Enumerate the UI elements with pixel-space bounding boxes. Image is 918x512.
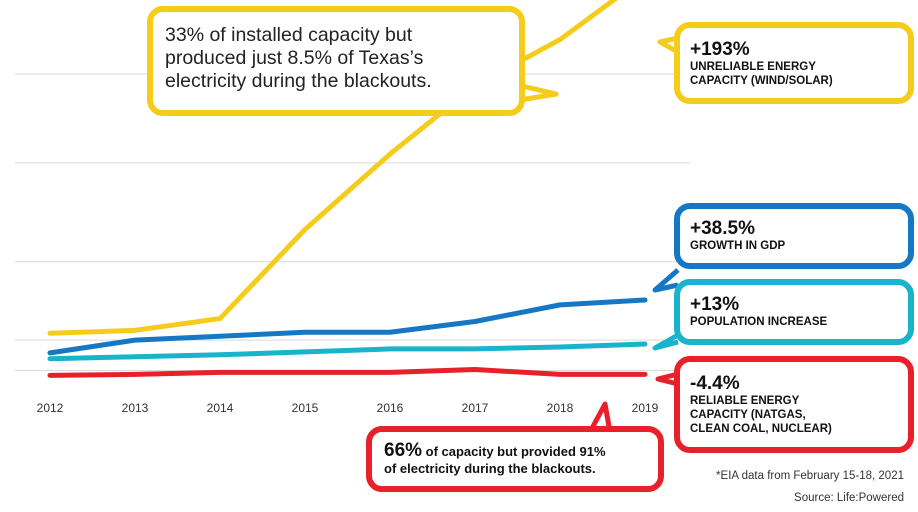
- wind-solar-callout-line1: 33% of installed capacity but: [165, 24, 413, 46]
- wind-solar-label-line1: UNRELIABLE ENERGY: [690, 61, 816, 73]
- wind-solar-callout-line2: produced just 8.5% of Texas’s: [165, 47, 424, 69]
- series-line-population: [47, 341, 648, 362]
- reliable-label-line2: CAPACITY (NATGAS,: [690, 409, 806, 421]
- population-label-line1: POPULATION INCREASE: [690, 316, 828, 328]
- x-tick-label: 2014: [207, 401, 234, 415]
- x-tick-label: 2019: [632, 401, 659, 415]
- x-tick-label: 2013: [122, 401, 149, 415]
- reliable-callout: 66% of capacity but provided 91% of elec…: [366, 426, 664, 492]
- wind-solar-label: +193% UNRELIABLE ENERGY CAPACITY (WIND/S…: [674, 22, 914, 104]
- footnote: *EIA data from February 15-18, 2021: [716, 470, 904, 482]
- reliable-callout-line1: of capacity but provided 91%: [422, 444, 606, 459]
- reliable-label-line1: RELIABLE ENERGY: [690, 395, 800, 407]
- reliable-pct: -4.4%: [690, 373, 740, 394]
- x-tick-label: 2018: [547, 401, 574, 415]
- x-tick-label: 2017: [462, 401, 489, 415]
- x-tick-label: 2016: [377, 401, 404, 415]
- gdp-pct: +38.5%: [690, 218, 755, 239]
- population-pct: +13%: [690, 294, 740, 315]
- reliable-label: -4.4% RELIABLE ENERGY CAPACITY (NATGAS, …: [674, 356, 914, 453]
- x-tick-label: 2012: [37, 401, 64, 415]
- reliable-callout-pct: 66%: [384, 440, 423, 461]
- series-line-reliable: [47, 366, 648, 378]
- gdp-label-line1: GROWTH IN GDP: [690, 240, 786, 252]
- population-label: +13% POPULATION INCREASE: [674, 279, 914, 345]
- reliable-callout-line2: of electricity during the blackouts.: [384, 461, 596, 476]
- wind-solar-pct: +193%: [690, 39, 750, 60]
- wind-solar-label-line2: CAPACITY (WIND/SOLAR): [690, 75, 833, 87]
- wind-solar-callout: 33% of installed capacity but produced j…: [147, 6, 525, 116]
- series-line-wind_solar: [47, 0, 618, 336]
- wind-solar-callout-line3: electricity during the blackouts.: [165, 70, 432, 92]
- reliable-label-line3: CLEAN COAL, NUCLEAR): [690, 423, 832, 435]
- x-tick-label: 2015: [292, 401, 319, 415]
- source: Source: Life:Powered: [794, 492, 904, 504]
- series-line-gdp: [47, 297, 648, 356]
- gdp-label: +38.5% GROWTH IN GDP: [674, 203, 914, 269]
